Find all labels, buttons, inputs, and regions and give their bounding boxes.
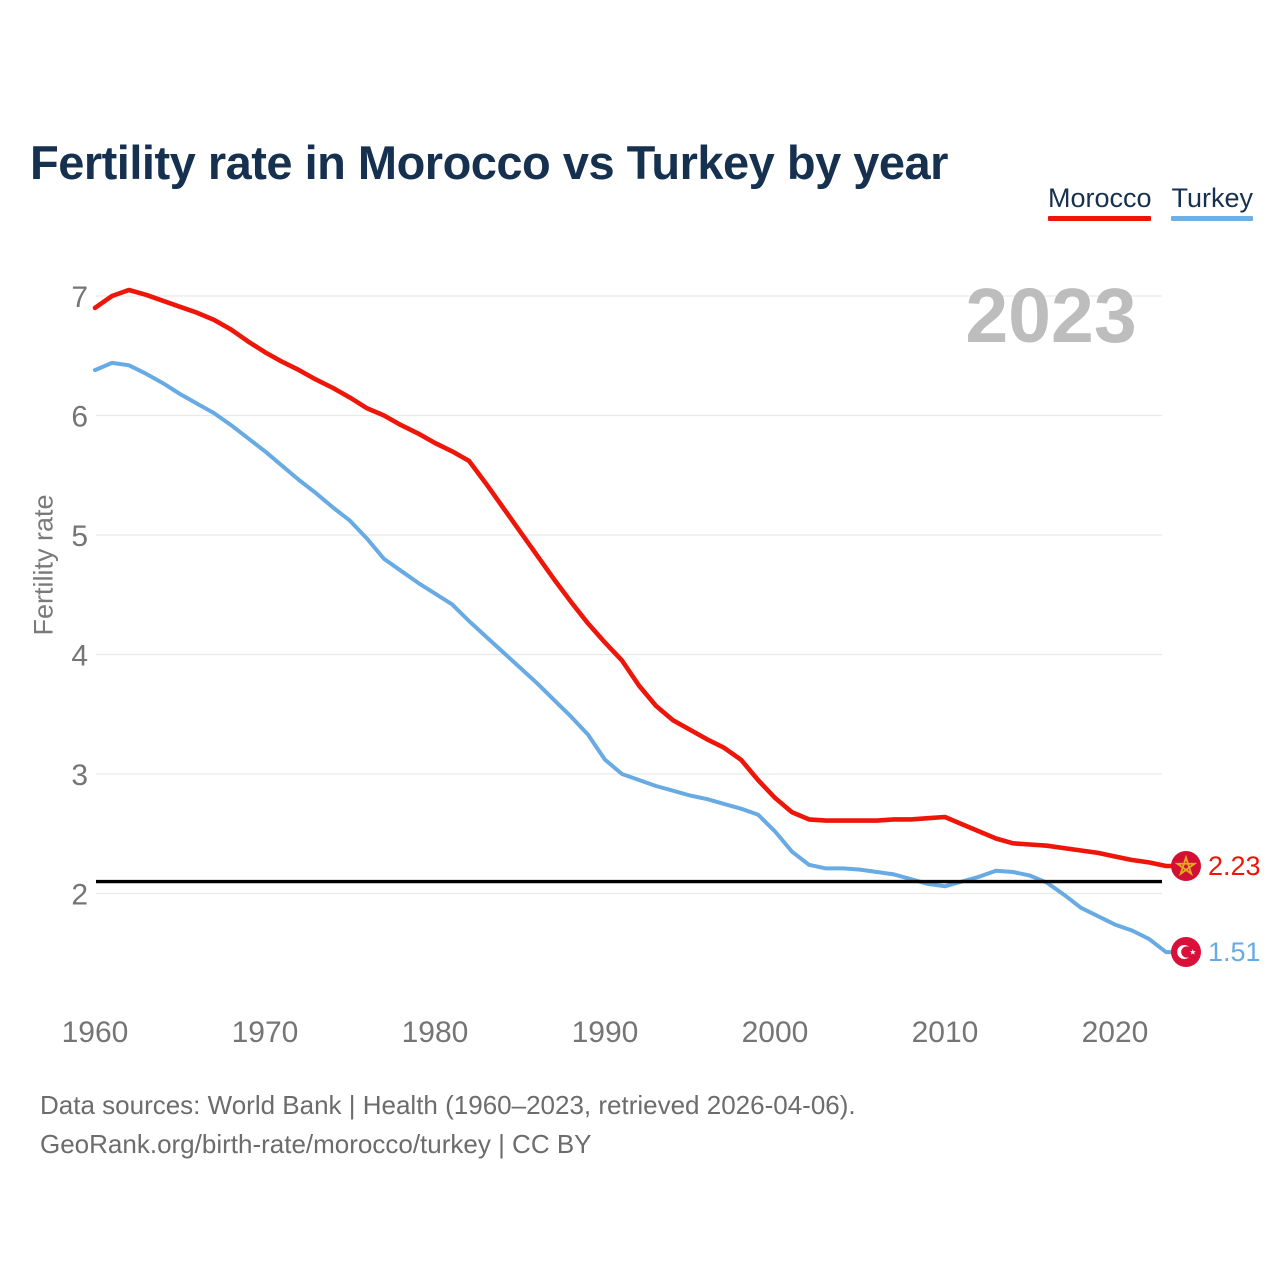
x-tick-1980: 1980 xyxy=(402,1016,469,1049)
morocco-line[interactable] xyxy=(92,287,1174,869)
x-tick-2000: 2000 xyxy=(742,1016,809,1049)
footer-sources-line: Data sources: World Bank | Health (1960–… xyxy=(40,1090,856,1120)
morocco-end-value: 2.23 xyxy=(1208,850,1261,881)
x-tick-1960: 1960 xyxy=(62,1016,129,1049)
axis-tick-labels: 2 3 4 5 6 7 1960 1970 1980 1990 2000 2010 2020 xyxy=(62,281,1149,1049)
x-tick-2010: 2010 xyxy=(912,1016,979,1049)
y-tick-2: 2 xyxy=(71,879,88,912)
turkey-end-label: 1.51 xyxy=(1171,936,1261,968)
x-tick-2020: 2020 xyxy=(1082,1016,1149,1049)
legend-label-turkey: Turkey xyxy=(1171,183,1253,213)
morocco-flag-icon xyxy=(1171,851,1201,881)
legend-item-morocco[interactable]: Morocco xyxy=(1047,183,1152,221)
x-tick-1990: 1990 xyxy=(572,1016,639,1049)
watermark-year: 2023 xyxy=(965,273,1136,359)
legend-underline-morocco xyxy=(1047,216,1152,221)
legend-item-turkey[interactable]: Turkey xyxy=(1171,183,1253,221)
y-tick-3: 3 xyxy=(71,759,88,792)
turkey-end-value: 1.51 xyxy=(1208,936,1261,967)
footer-attribution-line: GeoRank.org/birth-rate/morocco/turkey | … xyxy=(40,1129,592,1159)
turkey-flag-icon xyxy=(1171,937,1201,968)
data-series xyxy=(92,287,1174,955)
legend-underline-turkey xyxy=(1171,216,1253,221)
y-tick-4: 4 xyxy=(71,640,88,673)
turkey-line[interactable] xyxy=(93,360,1173,955)
y-tick-7: 7 xyxy=(71,281,88,314)
y-tick-5: 5 xyxy=(71,520,88,553)
page-title: Fertility rate in Morocco vs Turkey by y… xyxy=(30,136,948,190)
legend-label-morocco: Morocco xyxy=(1047,183,1152,213)
y-tick-6: 6 xyxy=(71,401,88,434)
legend: Morocco Turkey xyxy=(1047,183,1253,221)
footer: Data sources: World Bank | Health (1960–… xyxy=(40,1086,856,1164)
gridlines xyxy=(96,295,1162,895)
morocco-end-label: 2.23 xyxy=(1171,850,1261,882)
x-tick-1970: 1970 xyxy=(232,1016,299,1049)
